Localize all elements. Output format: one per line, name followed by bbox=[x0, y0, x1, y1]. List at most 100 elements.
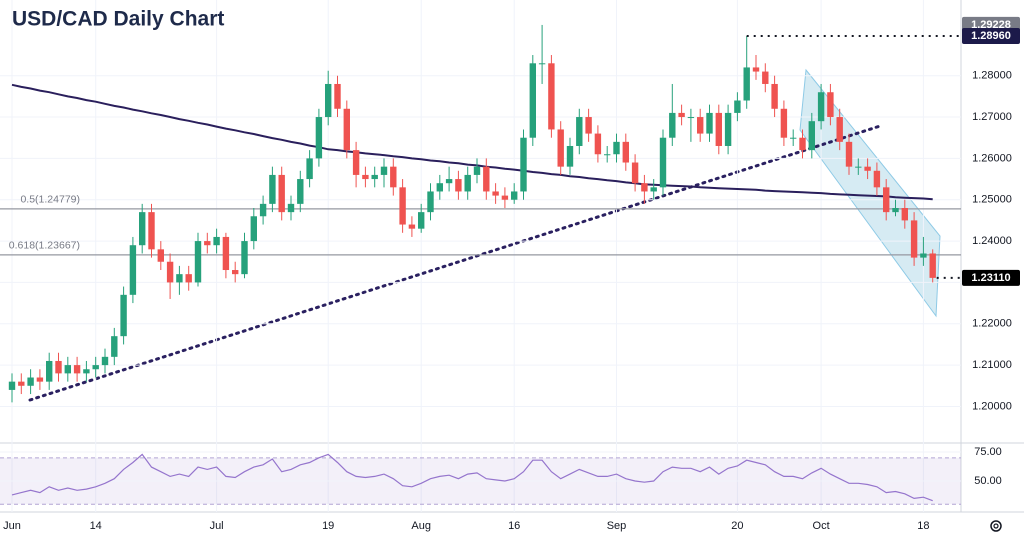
candle-body bbox=[464, 174, 471, 192]
candle-body bbox=[120, 294, 127, 337]
price-label: 1.28960 bbox=[971, 30, 1011, 42]
candle-body bbox=[380, 166, 388, 175]
candle-body bbox=[743, 67, 750, 101]
candle-body bbox=[836, 117, 843, 142]
x-tick-label: 19 bbox=[322, 520, 334, 532]
x-tick-label: Oct bbox=[813, 520, 830, 532]
candle-body bbox=[827, 92, 834, 118]
rsi-line bbox=[11, 453, 933, 502]
trend-line bbox=[28, 124, 882, 402]
candle-body bbox=[883, 187, 890, 213]
candle-body bbox=[548, 63, 555, 130]
candle-body bbox=[418, 212, 425, 229]
candle-body bbox=[910, 220, 918, 258]
candle-body bbox=[790, 137, 797, 139]
candle-body bbox=[511, 191, 518, 200]
candle-body bbox=[36, 377, 44, 382]
candle-body bbox=[622, 141, 629, 163]
y-tick-label: 1.21000 bbox=[972, 359, 1012, 371]
y-tick-label: 1.25000 bbox=[972, 194, 1012, 206]
y-tick-label: 1.26000 bbox=[972, 152, 1012, 164]
candle-body bbox=[780, 108, 788, 138]
candle-body bbox=[808, 121, 815, 151]
candle-body bbox=[55, 360, 62, 374]
candle-body bbox=[315, 117, 323, 159]
candle-body bbox=[501, 195, 509, 200]
candle-body bbox=[706, 112, 713, 134]
candle-body bbox=[436, 183, 443, 192]
candle-body bbox=[176, 274, 183, 283]
candle-body bbox=[641, 183, 648, 192]
candle-body bbox=[222, 236, 230, 271]
candle-body bbox=[901, 208, 908, 221]
candle-body bbox=[278, 174, 285, 213]
candle-body bbox=[92, 365, 99, 370]
candle-body bbox=[734, 100, 741, 113]
candle-body bbox=[408, 224, 416, 229]
candle-body bbox=[538, 63, 546, 65]
candle-body bbox=[334, 83, 341, 109]
price-label: 1.29228 bbox=[971, 19, 1011, 31]
candle-body bbox=[306, 158, 313, 180]
candle-body bbox=[715, 112, 722, 146]
candle-body bbox=[297, 179, 304, 204]
candle-body bbox=[576, 117, 583, 146]
candle-body bbox=[845, 141, 853, 167]
plot-layer: Jun 14 Jul 19 Aug 16 Sep 20 Oct 18 1.20000 1.21000 1… bbox=[0, 0, 1020, 532]
candle-body bbox=[73, 365, 81, 374]
x-tick-label: Sep bbox=[607, 520, 627, 532]
candle-body bbox=[27, 377, 34, 386]
candle-body bbox=[631, 162, 639, 184]
candle-body bbox=[604, 154, 611, 156]
x-tick-label: 20 bbox=[731, 520, 743, 532]
candle-body bbox=[669, 112, 676, 138]
candle-body bbox=[473, 166, 481, 175]
x-tick-label: 18 bbox=[917, 520, 929, 532]
settings-icon[interactable] bbox=[990, 520, 1002, 532]
price-label-box bbox=[962, 269, 1020, 286]
level-label: 0.5(1.24779) bbox=[20, 194, 80, 206]
candle-body bbox=[185, 274, 192, 283]
y-tick-label: 1.27000 bbox=[972, 111, 1012, 123]
candle-body bbox=[920, 253, 927, 258]
candle-body bbox=[566, 145, 574, 167]
candle-body bbox=[855, 166, 862, 168]
candle-body bbox=[250, 216, 257, 242]
x-tick-label: Jul bbox=[210, 520, 224, 532]
candle-body bbox=[343, 108, 350, 151]
candle-body bbox=[929, 253, 936, 278]
candle-body bbox=[83, 369, 90, 374]
y-tick-label: 1.24000 bbox=[972, 235, 1012, 247]
candle-body bbox=[892, 208, 899, 213]
candle-body bbox=[687, 117, 695, 119]
candle-body bbox=[762, 71, 769, 84]
candle-body bbox=[697, 117, 704, 134]
candle-body bbox=[520, 137, 527, 192]
candle-body bbox=[166, 261, 174, 283]
candle-body bbox=[585, 117, 592, 134]
candle-body bbox=[455, 179, 462, 192]
chart-title: USD/CAD Daily Chart bbox=[12, 8, 224, 31]
candle-body bbox=[241, 241, 248, 275]
candle-body bbox=[390, 166, 397, 188]
candle-body bbox=[427, 191, 434, 213]
candle-body bbox=[362, 174, 369, 180]
x-tick-label: Aug bbox=[411, 520, 431, 532]
candle-body bbox=[46, 360, 53, 382]
candle-body bbox=[483, 166, 490, 192]
candle-body bbox=[352, 150, 360, 175]
candle-body bbox=[139, 212, 146, 246]
candle-body bbox=[492, 191, 499, 196]
candle-body bbox=[445, 179, 453, 184]
candle-body bbox=[873, 170, 881, 188]
moving-average bbox=[11, 83, 933, 201]
x-tick-label: Jun bbox=[3, 520, 21, 532]
candle-body bbox=[650, 187, 657, 192]
candle-body bbox=[529, 63, 536, 138]
candle-body bbox=[325, 83, 332, 118]
candle-body bbox=[557, 129, 564, 167]
candle-body bbox=[18, 381, 25, 386]
y-tick-label: 1.20000 bbox=[972, 400, 1012, 412]
